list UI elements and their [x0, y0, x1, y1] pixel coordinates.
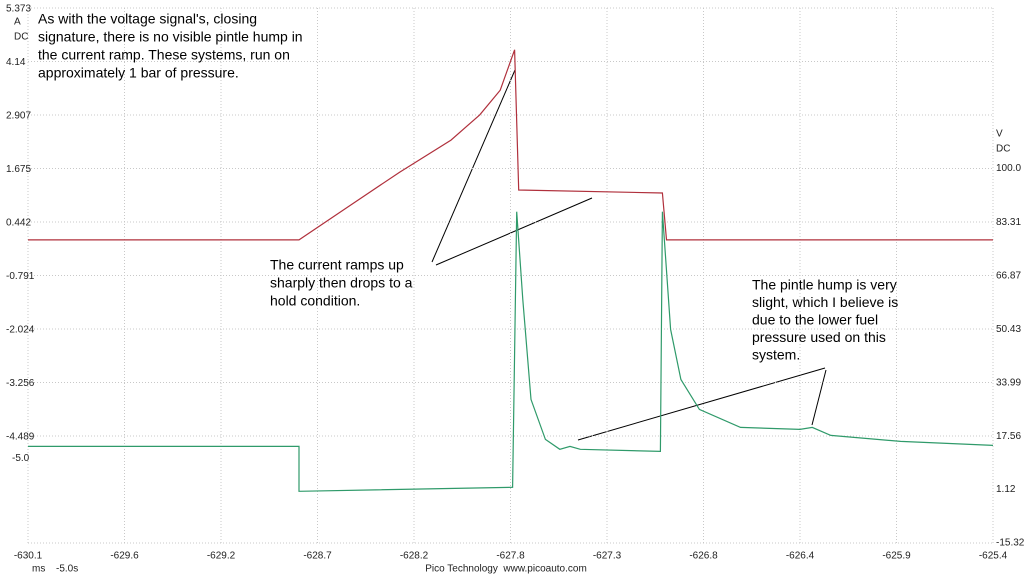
y-tick-label: 5.373 [6, 4, 31, 15]
x-tick-label: -629.6 [110, 551, 139, 562]
y2-tick-label: 66.87 [996, 271, 1021, 282]
annotation: slight, which I believe is [752, 294, 898, 310]
y2-unit: DC [996, 144, 1010, 155]
y-tick-label: 0.442 [6, 218, 31, 229]
x-tick-label: -627.3 [593, 551, 622, 562]
annotation: system. [752, 347, 800, 363]
annotation: The pintle hump is very [752, 277, 897, 293]
x-unit: ms [32, 564, 45, 575]
series-line [28, 49, 993, 241]
timebase: -5.0s [56, 564, 78, 575]
x-tick-label: -625.9 [882, 551, 911, 562]
y-tick-label: 1.675 [6, 164, 31, 175]
brand: Pico Technology www.picoauto.com [425, 564, 587, 575]
x-tick-label: -627.8 [496, 551, 525, 562]
y-marker-label: -5.0 [12, 453, 30, 464]
y-tick-label: -0.791 [6, 271, 35, 282]
y2-tick-label: 100.0 [996, 163, 1021, 174]
y-tick-label: 4.14 [6, 57, 26, 68]
y2-tick-label: 17.56 [996, 431, 1021, 442]
annotation: approximately 1 bar of pressure. [38, 65, 239, 81]
y2-tick-label: -15.32 [996, 538, 1024, 549]
series-line [28, 211, 994, 492]
annotation: the current ramp. These systems, run on [38, 47, 290, 63]
y-tick-label: 2.907 [6, 111, 31, 122]
arrow [431, 69, 516, 263]
annotation: signature, there is no visible pintle hu… [38, 29, 303, 45]
annotation: hold condition. [270, 293, 360, 309]
x-tick-label: -626.8 [689, 551, 718, 562]
y2-tick-label: 33.99 [996, 377, 1021, 388]
y2-tick-label: 50.43 [996, 324, 1021, 335]
annotation: due to the lower fuel [752, 312, 878, 328]
y-unit: DC [14, 32, 28, 43]
y2-unit: V [996, 129, 1003, 140]
y-tick-label: -3.256 [6, 378, 35, 389]
y-tick-label: -4.489 [6, 432, 35, 443]
annotation: As with the voltage signal's, closing [38, 11, 257, 27]
x-tick-label: -630.1 [14, 551, 43, 562]
y2-tick-label: 1.12 [996, 484, 1016, 495]
annotation: The current ramps up [270, 257, 404, 273]
x-tick-label: -625.4 [979, 551, 1008, 562]
x-tick-label: -629.2 [207, 551, 236, 562]
x-tick-label: -628.2 [400, 551, 429, 562]
annotation: pressure used on this [752, 329, 886, 345]
arrow [577, 367, 826, 441]
x-tick-label: -626.4 [786, 551, 815, 562]
arrows [431, 69, 827, 441]
y-tick-label: -2.024 [6, 325, 35, 336]
annotation: sharply then drops to a [270, 275, 413, 291]
arrow [811, 369, 827, 426]
arrow [435, 197, 593, 266]
y2-tick-label: 83.31 [996, 217, 1021, 228]
x-tick-label: -628.7 [303, 551, 332, 562]
y-unit: A [14, 17, 21, 28]
